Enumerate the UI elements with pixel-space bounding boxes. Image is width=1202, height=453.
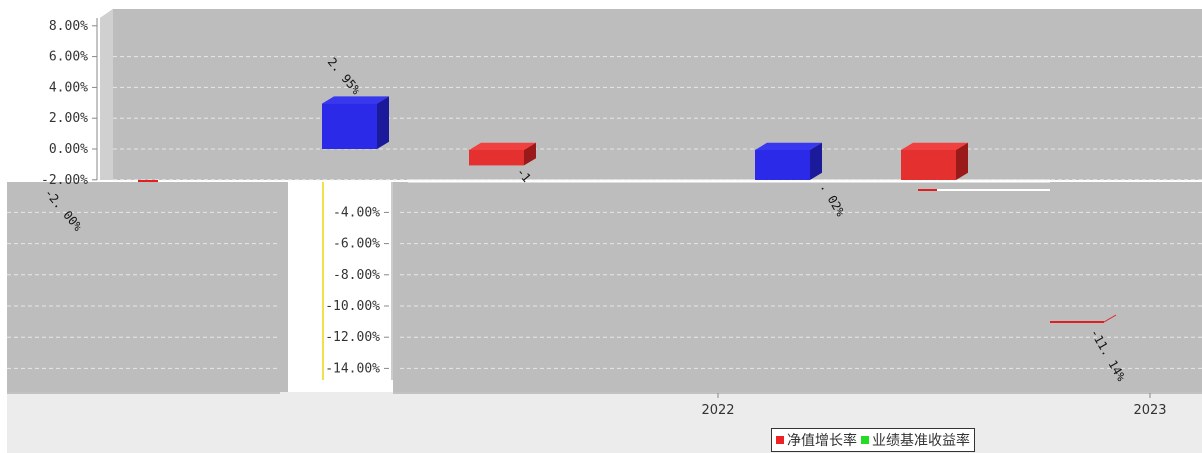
legend: 净值增长率 业绩基准收益率 (771, 428, 975, 452)
y-tick-label: 8.00% (49, 19, 88, 34)
bar-top-face (469, 142, 536, 150)
y-tick-label: 6.00% (49, 50, 88, 65)
y-ticks: 8.00% 6.00% 4.00% 2.00% 0.00% -2.00% -4.00% -6.… (41, 19, 389, 376)
y-tick-label: -6.00% (333, 237, 380, 252)
plot-background-lower-right (1052, 182, 1202, 392)
legend-label-1: 业绩基准收益率 (872, 433, 970, 449)
bar-side-face (956, 142, 968, 180)
bar-top-face (322, 96, 389, 104)
gridlines (7, 56, 1202, 369)
bar-side-face (377, 96, 389, 149)
legend-label-0: 净值增长率 (787, 433, 857, 449)
plot-background-lower-left (7, 182, 288, 393)
x-tick-label: 2022 (701, 403, 734, 418)
legend-swatch-1 (861, 436, 869, 444)
plot-background-upper (100, 9, 1202, 180)
y-tick-label: -10.00% (325, 299, 380, 314)
y-tick-label: -12.00% (325, 330, 380, 345)
legend-item-0: 净值增长率 (776, 430, 857, 450)
y-tick-label: -14.00% (325, 361, 380, 376)
bar-front-face (755, 150, 810, 180)
bar-top-face (901, 142, 968, 150)
bar-side-face (524, 142, 536, 166)
y-tick-label: -8.00% (333, 268, 380, 283)
bars (138, 96, 1117, 323)
bar-blue-1 (322, 96, 389, 149)
bar-front-face (322, 103, 377, 149)
y-tick-label: 2.00% (49, 111, 88, 126)
bar-side-face (810, 142, 822, 180)
plot-side-wall-upper (100, 9, 113, 180)
y-tick-label: -2.00% (41, 173, 88, 188)
bar-red-2 (901, 142, 968, 180)
plot-background-lower-mid (393, 182, 1052, 392)
bar-blue-2 (755, 142, 822, 180)
plot-gap-white (288, 182, 323, 382)
x-axis-band (7, 392, 1202, 453)
y-tick-label: 4.00% (49, 80, 88, 95)
y-tick-label: -4.00% (333, 205, 380, 220)
x-ticks: 2022 2023 (701, 393, 1167, 418)
bar-top-face (755, 142, 822, 150)
bar-red-1 (469, 142, 536, 166)
legend-item-1: 业绩基准收益率 (861, 430, 970, 450)
bar-front-face (469, 150, 524, 166)
y-tick-label: 0.00% (49, 142, 88, 157)
x-tick-label: 2023 (1133, 403, 1166, 418)
bar-front-face (901, 150, 956, 180)
bar-red-far-right-edge (1103, 314, 1117, 323)
legend-swatch-0 (776, 436, 784, 444)
